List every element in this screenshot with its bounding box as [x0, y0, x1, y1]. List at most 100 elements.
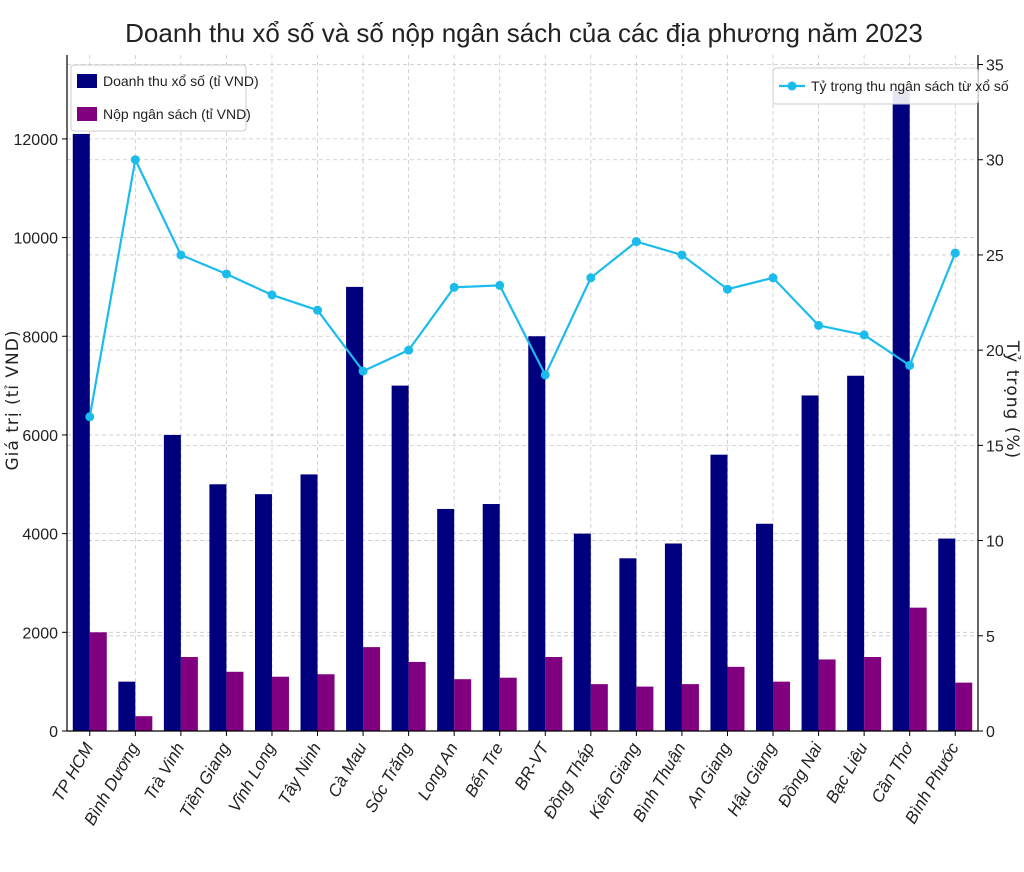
bar-budget [773, 681, 791, 731]
bar-budget [590, 684, 608, 731]
bar-budget [271, 676, 289, 731]
x-tick-label: BR-VT [511, 738, 554, 793]
x-tick-label: Bạc Liêu [822, 739, 872, 806]
bars [72, 89, 973, 731]
y-tick-label-right: 5 [986, 629, 995, 646]
bar-budget [363, 647, 381, 731]
ratio-point [540, 370, 550, 380]
y-axis-title-left: Giá trị (tỉ VND) [3, 330, 23, 471]
grid-lines [67, 55, 978, 732]
bar-revenue [254, 494, 272, 731]
bar-budget [864, 656, 882, 731]
ratio-line [85, 155, 960, 422]
bar-budget [226, 671, 244, 731]
ratio-point [358, 366, 368, 376]
legend-swatch-budget [77, 107, 97, 121]
legend-line: Tỷ trọng thu ngân sách từ xổ số [772, 67, 1009, 105]
legend-line-marker [787, 81, 797, 91]
legend-bars: Doanh thu xổ số (tỉ VND) Nộp ngân sách (… [70, 64, 259, 132]
ratio-point [859, 330, 869, 340]
y-tick-label-left: 2000 [22, 625, 58, 642]
bar-budget [681, 684, 699, 731]
y-tick-label-left: 10000 [14, 231, 59, 248]
bar-revenue [300, 474, 318, 731]
bar-budget [545, 656, 563, 731]
x-tick-label: An Giang [683, 739, 736, 811]
bar-revenue [756, 523, 774, 731]
legend-label-ratio: Tỷ trọng thu ngân sách từ xổ số [811, 78, 1009, 94]
bar-budget [408, 661, 426, 731]
bar-revenue [391, 385, 409, 731]
bar-revenue [619, 558, 637, 731]
bar-revenue [528, 336, 546, 731]
bar-budget [317, 674, 335, 731]
x-tick-label: Tây Ninh [275, 740, 325, 808]
y-tick-label-left: 4000 [22, 527, 58, 544]
x-tick-label: Cà Mau [324, 739, 370, 801]
bar-budget [454, 679, 472, 731]
ratio-point [404, 345, 414, 355]
ratio-point [313, 305, 323, 315]
y-axis-right-ticks: 0 5 10 15 20 25 30 35 [978, 58, 1004, 741]
y-axis-left-ticks: 0 2000 4000 6000 8000 10000 12000 [14, 132, 67, 741]
bar-budget [636, 686, 654, 731]
bar-revenue [72, 133, 90, 731]
ratio-point [85, 412, 95, 422]
ratio-line-path [88, 156, 957, 417]
bar-budget [180, 656, 198, 731]
y-tick-label-right: 25 [986, 248, 1004, 265]
ratio-point [221, 269, 231, 279]
x-tick-label: TP HCM [49, 739, 98, 805]
bar-revenue [437, 508, 455, 731]
chart-title: Doanh thu xổ số và số nộp ngân sách của … [125, 18, 923, 48]
ratio-point [814, 320, 824, 330]
ratio-point [176, 250, 186, 260]
bar-revenue [892, 89, 910, 731]
bar-budget [499, 677, 517, 731]
bar-revenue [801, 395, 819, 731]
ratio-point [722, 284, 732, 294]
bar-budget [727, 666, 745, 731]
bar-revenue [573, 533, 591, 731]
ratio-point [495, 280, 505, 290]
bar-revenue [664, 543, 682, 731]
x-tick-label: Trà Vinh [141, 740, 189, 804]
bar-revenue [346, 286, 364, 731]
bar-budget [909, 607, 927, 731]
bar-revenue [710, 454, 728, 731]
bar-budget [818, 659, 836, 731]
ratio-point [267, 290, 277, 300]
y-tick-label-left: 6000 [22, 428, 58, 445]
y-tick-label-right: 0 [986, 724, 995, 741]
y-axis-title-right: Tỷ trọng (%) [1002, 340, 1022, 459]
ratio-point [677, 250, 687, 260]
ratio-point [449, 282, 459, 292]
bar-revenue [938, 538, 956, 731]
y-tick-label-left: 12000 [14, 132, 59, 149]
bar-revenue [482, 504, 500, 731]
y-tick-label-left: 8000 [22, 329, 58, 346]
axes [66, 55, 979, 732]
x-tick-label: Đồng Nai [774, 738, 827, 810]
ratio-point [130, 155, 140, 165]
legend-label-budget: Nộp ngân sách (tỉ VND) [103, 106, 251, 122]
ratio-point [586, 273, 596, 283]
legend-label-revenue: Doanh thu xổ số (tỉ VND) [103, 73, 259, 89]
y-tick-label-right: 35 [986, 58, 1004, 75]
legend-swatch-revenue [77, 74, 97, 88]
y-tick-label-right: 20 [986, 343, 1004, 360]
legend-line-frame [772, 67, 979, 105]
x-tick-label: Cần Thơ [868, 738, 918, 806]
ratio-point [768, 273, 778, 283]
bar-budget [89, 632, 107, 731]
legend-bars-frame [70, 64, 247, 132]
ratio-point [950, 248, 960, 258]
y-tick-label-right: 10 [986, 534, 1004, 551]
x-tick-label: Long An [414, 740, 462, 804]
bar-budget [135, 716, 153, 731]
ratio-point [905, 360, 915, 370]
y-tick-label-left: 0 [49, 724, 58, 741]
bar-revenue [209, 484, 227, 731]
